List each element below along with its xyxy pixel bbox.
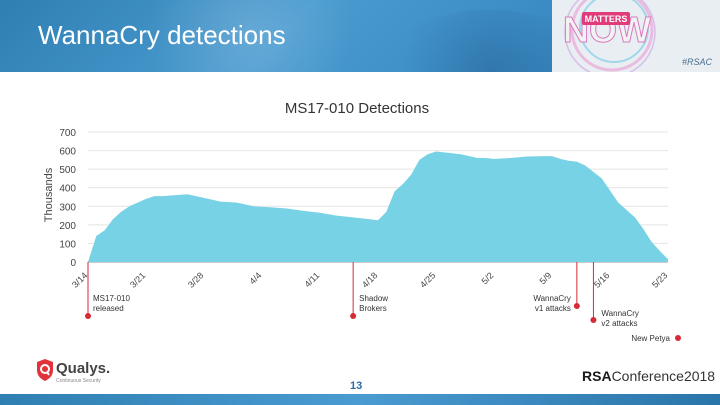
- y-tick-label: 100: [59, 239, 76, 250]
- annotation-marker: [675, 335, 681, 341]
- x-tick-label: 3/28: [186, 270, 205, 289]
- x-tick-label: 4/18: [360, 270, 379, 289]
- footer-band: [0, 394, 720, 405]
- y-tick-label: 200: [59, 221, 76, 232]
- detections-chart: MS17-010 Detections Thousands 0 100 200 300…: [43, 100, 681, 343]
- annotation-label-line: v1 attacks: [535, 304, 571, 313]
- y-tick-label: 300: [59, 202, 76, 213]
- detections-area: [88, 151, 668, 262]
- x-tick-label: 5/9: [537, 270, 553, 286]
- texture-highlight: [120, 0, 380, 72]
- annotation-label: WannaCry v1 attacks: [533, 294, 571, 313]
- x-tick-label: 4/11: [302, 270, 321, 289]
- annotation-label-line: MS17-010: [93, 294, 130, 303]
- x-tick-label: 3/21: [128, 270, 147, 289]
- now-matters-logo: NOW MATTERS #RSAC: [552, 0, 720, 72]
- annotation-label: Shadow Brokers: [359, 294, 388, 313]
- rsa-brand: RSA: [582, 368, 612, 384]
- qualys-tagline: Continuous Security: [56, 378, 101, 384]
- qualys-logo: Qualys. Continuous Security: [36, 358, 110, 387]
- slide-title: WannaCry detections: [38, 20, 286, 50]
- annotation-label: WannaCry v2 attacks: [601, 309, 639, 328]
- chart-title: MS17-010 Detections: [285, 100, 429, 117]
- y-tick-label: 0: [70, 258, 76, 269]
- x-tick-label: 3/14: [70, 270, 89, 289]
- logo-badge: MATTERS: [585, 14, 628, 24]
- annotation-label: MS17-010 released: [93, 294, 130, 313]
- y-tick-label: 500: [59, 165, 76, 176]
- hashtag: #RSAC: [681, 57, 712, 67]
- y-tick-label: 400: [59, 184, 76, 195]
- annotation-label-line: WannaCry: [601, 309, 639, 318]
- annotation-marker: [85, 313, 91, 319]
- rsa-event: Conference2018: [611, 368, 716, 384]
- page-number: 13: [350, 380, 363, 392]
- y-tick-label: 700: [59, 128, 76, 139]
- x-tick-label: 5/16: [592, 270, 611, 289]
- y-tick-label: 600: [59, 147, 76, 158]
- qualys-name: Qualys.: [56, 360, 111, 377]
- x-tick-label: 4/25: [418, 270, 437, 289]
- annotation-label-line: v2 attacks: [601, 319, 637, 328]
- annotation-marker: [590, 317, 597, 323]
- x-tick-label: 5/23: [650, 270, 669, 289]
- annotation-label-line: released: [93, 304, 124, 313]
- annotation-label: New Petya: [631, 334, 670, 343]
- annotation-label-line: Brokers: [359, 304, 387, 313]
- rsa-conference-logo: RSAConference2018: [582, 368, 715, 384]
- annotation-label-line: Shadow: [359, 294, 388, 303]
- x-tick-label: 4/4: [247, 270, 263, 286]
- annotation-marker: [573, 303, 580, 309]
- annotation-label-line: WannaCry: [533, 294, 571, 303]
- qualys-shield-icon: [37, 359, 53, 381]
- annotation-marker: [350, 313, 357, 319]
- annotation-label-line: New Petya: [631, 334, 670, 343]
- x-tick-label: 5/2: [479, 270, 495, 286]
- logo-graphic: NOW MATTERS: [563, 0, 656, 72]
- y-axis-label: Thousands: [43, 167, 55, 222]
